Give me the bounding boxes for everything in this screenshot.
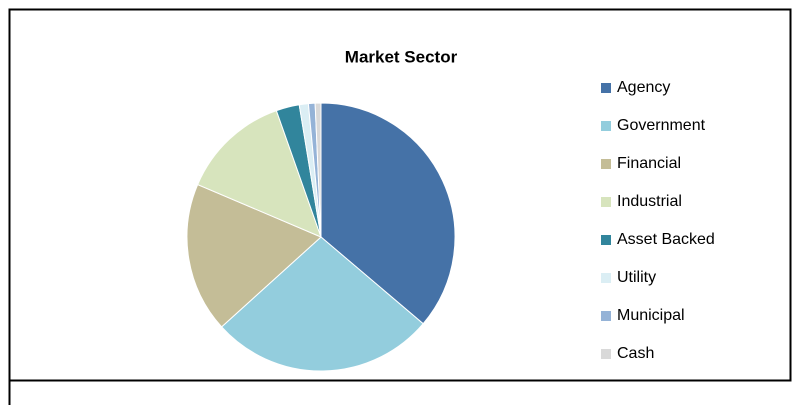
legend-swatch <box>601 311 611 321</box>
legend-swatch <box>601 83 611 93</box>
pie-slice <box>197 110 322 238</box>
pie-slice <box>220 236 424 372</box>
legend-label: Government <box>617 117 706 134</box>
legend-label: Asset Backed <box>617 231 715 248</box>
pie-slice <box>186 183 322 328</box>
legend-label: Financial <box>617 155 681 172</box>
legend-swatch <box>601 273 611 283</box>
legend-swatch <box>601 349 611 359</box>
legend-label: Cash <box>617 345 654 362</box>
legend-swatch <box>601 235 611 245</box>
legend-swatch <box>601 121 611 131</box>
legend-label: Municipal <box>617 307 685 324</box>
legend-swatch <box>601 159 611 169</box>
legend-label: Utility <box>617 269 656 286</box>
pie-slice <box>320 102 456 325</box>
legend-label: Agency <box>617 79 670 96</box>
chart-title: Market Sector <box>345 47 458 66</box>
legend-swatch <box>601 197 611 207</box>
legend-label: Industrial <box>617 193 682 210</box>
pie-slice <box>314 102 322 238</box>
chart-frame <box>8 8 792 382</box>
